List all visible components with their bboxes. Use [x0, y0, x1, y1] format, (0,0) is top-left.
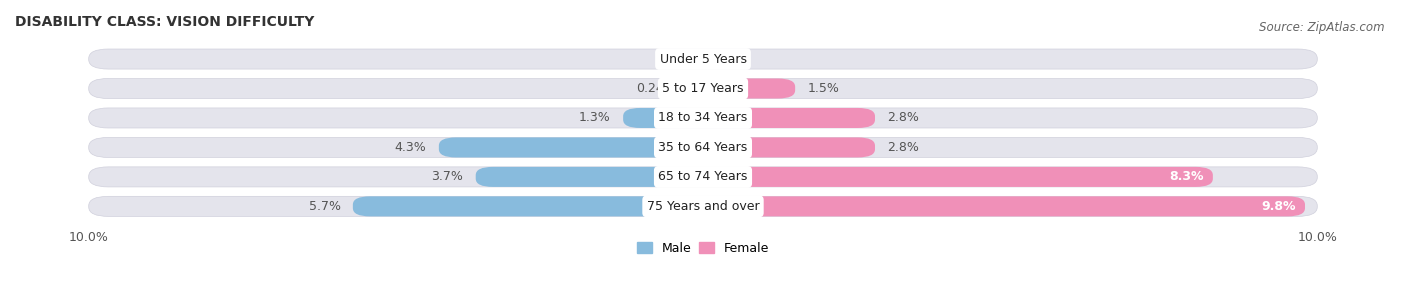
FancyBboxPatch shape: [475, 167, 703, 187]
Text: 1.3%: 1.3%: [579, 112, 610, 124]
Text: 9.8%: 9.8%: [1261, 200, 1296, 213]
Text: 65 to 74 Years: 65 to 74 Years: [658, 171, 748, 183]
Text: DISABILITY CLASS: VISION DIFFICULTY: DISABILITY CLASS: VISION DIFFICULTY: [15, 15, 315, 29]
Text: 5 to 17 Years: 5 to 17 Years: [662, 82, 744, 95]
Text: 0.24%: 0.24%: [637, 82, 676, 95]
FancyBboxPatch shape: [89, 108, 1317, 128]
Text: 0.0%: 0.0%: [716, 53, 747, 66]
FancyBboxPatch shape: [89, 196, 1317, 216]
Text: Source: ZipAtlas.com: Source: ZipAtlas.com: [1260, 21, 1385, 34]
Text: 0.0%: 0.0%: [659, 53, 690, 66]
FancyBboxPatch shape: [89, 167, 1317, 187]
FancyBboxPatch shape: [703, 137, 875, 157]
FancyBboxPatch shape: [623, 108, 703, 128]
Text: 4.3%: 4.3%: [395, 141, 426, 154]
FancyBboxPatch shape: [703, 196, 1305, 216]
FancyBboxPatch shape: [686, 78, 706, 98]
FancyBboxPatch shape: [89, 78, 1317, 98]
FancyBboxPatch shape: [89, 49, 1317, 69]
Text: 35 to 64 Years: 35 to 64 Years: [658, 141, 748, 154]
Text: 75 Years and over: 75 Years and over: [647, 200, 759, 213]
FancyBboxPatch shape: [703, 108, 875, 128]
FancyBboxPatch shape: [353, 196, 703, 216]
FancyBboxPatch shape: [703, 167, 1213, 187]
Text: 1.5%: 1.5%: [807, 82, 839, 95]
FancyBboxPatch shape: [703, 78, 796, 98]
Text: 18 to 34 Years: 18 to 34 Years: [658, 112, 748, 124]
Text: 2.8%: 2.8%: [887, 112, 920, 124]
Legend: Male, Female: Male, Female: [631, 237, 775, 260]
FancyBboxPatch shape: [89, 137, 1317, 157]
FancyBboxPatch shape: [439, 137, 703, 157]
Text: 5.7%: 5.7%: [308, 200, 340, 213]
Text: Under 5 Years: Under 5 Years: [659, 53, 747, 66]
Text: 8.3%: 8.3%: [1170, 171, 1204, 183]
Text: 2.8%: 2.8%: [887, 141, 920, 154]
Text: 3.7%: 3.7%: [432, 171, 464, 183]
